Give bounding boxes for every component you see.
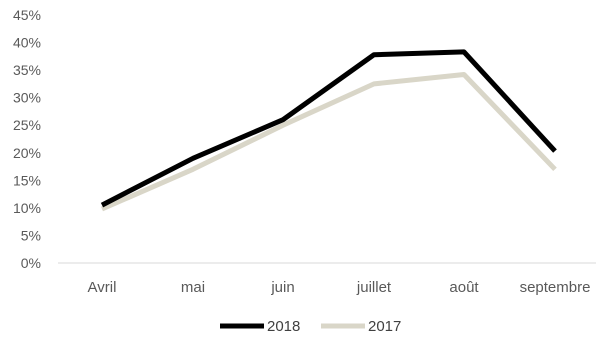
- y-axis-ticks: 0% 5% 10% 15% 20% 25% 30% 35% 40% 45%: [13, 7, 41, 271]
- series-group: [100, 49, 557, 212]
- legend: 2018 2017: [220, 318, 401, 335]
- x-category-label: juillet: [356, 279, 392, 296]
- series-line-2017: [101, 72, 557, 212]
- x-category-label: juin: [270, 279, 294, 296]
- legend-label-2017: 2017: [368, 318, 401, 335]
- y-tick-label: 40%: [13, 35, 41, 51]
- x-axis-categories: Avril mai juin juillet août septembre: [88, 279, 591, 296]
- series-line-2018: [100, 49, 557, 208]
- y-tick-label: 20%: [13, 145, 41, 161]
- y-tick-label: 35%: [13, 62, 41, 78]
- x-category-label: mai: [181, 279, 205, 296]
- y-tick-label: 0%: [21, 255, 41, 271]
- y-tick-label: 10%: [13, 200, 41, 216]
- x-category-label: septembre: [520, 279, 591, 296]
- x-category-label: Avril: [88, 279, 117, 296]
- x-category-label: août: [449, 279, 479, 296]
- y-tick-label: 15%: [13, 172, 41, 188]
- y-tick-label: 30%: [13, 90, 41, 106]
- y-tick-label: 45%: [13, 7, 41, 23]
- y-tick-label: 25%: [13, 117, 41, 133]
- y-tick-label: 5%: [21, 227, 41, 243]
- legend-label-2018: 2018: [267, 318, 300, 335]
